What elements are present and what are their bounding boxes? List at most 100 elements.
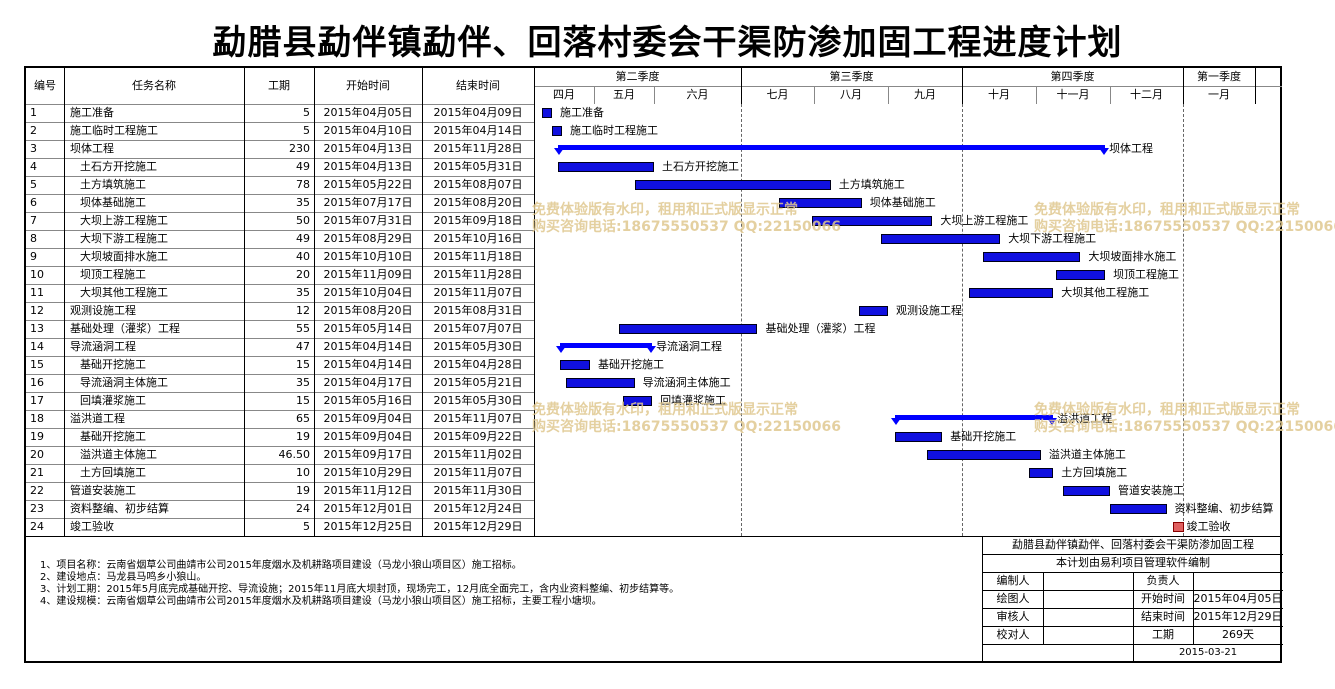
task-bar	[623, 396, 653, 406]
title-block: 勐腊县勐伴镇勐伴、回落村委会干渠防渗加固工程 本计划由易利项目管理软件编制 编制…	[27, 536, 1283, 663]
task-name: 回填灌浆施工	[80, 394, 146, 407]
task-name: 资料整编、初步结算	[70, 502, 169, 515]
row-line	[26, 104, 534, 105]
task-start: 2015年07月31日	[323, 214, 413, 227]
task-bar-label: 基础处理（灌浆）工程	[765, 322, 876, 335]
task-name: 坝体基础施工	[80, 196, 146, 209]
infobox-col	[1043, 572, 1044, 645]
task-id: 6	[30, 196, 37, 209]
row-line	[26, 356, 534, 357]
note-3: 3、计划工期：2015年5月底完成基础开挖、导流设施；2015年11月底大坝封顶…	[40, 584, 680, 595]
task-id: 4	[30, 160, 37, 173]
task-name: 溢洪道工程	[70, 412, 125, 425]
task-start: 2015年04月17日	[323, 376, 413, 389]
milestone-marker	[1172, 522, 1184, 532]
task-start: 2015年05月16日	[323, 394, 413, 407]
task-duration: 24	[296, 502, 310, 515]
task-id: 3	[30, 142, 37, 155]
quarter-line	[1183, 68, 1184, 104]
task-bar	[566, 378, 635, 388]
month-3: 六月	[686, 88, 709, 101]
task-end: 2015年04月14日	[433, 124, 523, 137]
task-bar-label: 资料整编、初步结算	[1174, 502, 1274, 515]
start-value: 2015年04月05日	[1193, 592, 1283, 605]
row-line	[26, 428, 534, 429]
task-start: 2015年04月13日	[323, 160, 413, 173]
task-bar-label: 坝体基础施工	[869, 196, 936, 209]
col-header-id: 编号	[34, 79, 56, 92]
summary-end-marker	[1099, 148, 1110, 155]
watermark-2: 免费体验版有水印，租用和正式版显示正常 购买咨询电话:18675550537 Q…	[1034, 202, 1335, 236]
task-name: 坝体工程	[70, 142, 114, 155]
task-duration: 55	[296, 322, 310, 335]
task-bar	[552, 126, 562, 136]
duration-label: 工期	[1152, 628, 1174, 641]
row-line	[26, 320, 534, 321]
note-2: 2、建设地点：马龙县马鸣乡小狼山。	[40, 572, 207, 583]
task-name: 竣工验收	[70, 520, 114, 533]
note-1: 1、项目名称：云南省烟草公司曲靖市公司2015年度烟水及机耕路项目建设（马龙小狼…	[40, 560, 522, 571]
task-start: 2015年04月14日	[323, 358, 413, 371]
row-line	[26, 176, 534, 177]
task-start: 2015年10月04日	[323, 286, 413, 299]
task-name: 大坝下游工程施工	[80, 232, 168, 245]
task-bar	[969, 288, 1054, 298]
task-bar-label: 导流涵洞主体施工	[642, 376, 731, 389]
month-10: 一月	[1208, 88, 1230, 101]
row-line	[26, 266, 534, 267]
watermark-line: 免费体验版有水印，租用和正式版显示正常	[1034, 202, 1300, 218]
task-id: 1	[30, 106, 37, 119]
task-bar-label: 土方填筑施工	[838, 178, 905, 191]
end-label: 结束时间	[1141, 610, 1185, 623]
start-label: 开始时间	[1141, 592, 1185, 605]
task-name: 施工临时工程施工	[70, 124, 158, 137]
task-duration: 19	[296, 430, 310, 443]
task-bar-label: 基础开挖施工	[598, 358, 664, 371]
task-start: 2015年12月25日	[323, 520, 413, 533]
watermark-line: 购买咨询电话:18675550537 QQ:22150066	[1034, 219, 1335, 235]
month-line	[1110, 86, 1111, 104]
row-line	[26, 482, 534, 483]
watermark-line: 购买咨询电话:18675550537 QQ:22150066	[1034, 419, 1335, 435]
row-line	[26, 500, 534, 501]
task-bar-label: 大坝上游工程施工	[940, 214, 1029, 227]
task-duration: 15	[296, 394, 310, 407]
task-end: 2015年05月21日	[433, 376, 523, 389]
task-bar-label: 基础开挖施工	[950, 430, 1017, 443]
task-name: 基础开挖施工	[80, 358, 146, 371]
task-start: 2015年07月17日	[323, 196, 413, 209]
manager-label: 负责人	[1146, 574, 1180, 587]
task-id: 23	[30, 502, 44, 515]
task-bar	[1110, 504, 1167, 514]
watermark-1: 免费体验版有水印，租用和正式版显示正常 购买咨询电话:18675550537 Q…	[532, 202, 841, 236]
task-start: 2015年11月09日	[323, 268, 413, 281]
editor-label: 编制人	[996, 574, 1030, 587]
task-end: 2015年11月07日	[433, 466, 523, 479]
watermark-line: 购买咨询电话:18675550537 QQ:22150066	[532, 419, 841, 435]
task-duration: 35	[296, 196, 310, 209]
quarter-line	[741, 68, 742, 104]
task-duration: 20	[296, 268, 310, 281]
task-start: 2015年04月14日	[323, 340, 413, 353]
task-duration: 230	[289, 142, 310, 155]
task-duration: 19	[296, 484, 310, 497]
row-line	[26, 248, 534, 249]
task-bar-label: 管道安装施工	[1118, 484, 1184, 497]
infobox-col	[1133, 572, 1134, 663]
task-id: 7	[30, 214, 37, 227]
task-bar-label: 导流涵洞工程	[656, 340, 723, 353]
task-bar	[619, 324, 758, 334]
task-bar-label: 施工临时工程施工	[570, 124, 658, 137]
infobox-col	[1193, 572, 1194, 645]
task-name: 施工准备	[70, 106, 114, 119]
task-name: 观测设施工程	[70, 304, 136, 317]
task-id: 20	[30, 448, 44, 461]
task-duration: 5	[303, 106, 310, 119]
task-bar-label: 竣工验收	[1186, 520, 1231, 533]
task-id: 2	[30, 124, 37, 137]
task-duration: 5	[303, 124, 310, 137]
col-header-duration: 工期	[268, 79, 290, 92]
task-id: 17	[30, 394, 44, 407]
col-header-start: 开始时间	[346, 79, 390, 92]
month-6: 九月	[914, 88, 936, 101]
